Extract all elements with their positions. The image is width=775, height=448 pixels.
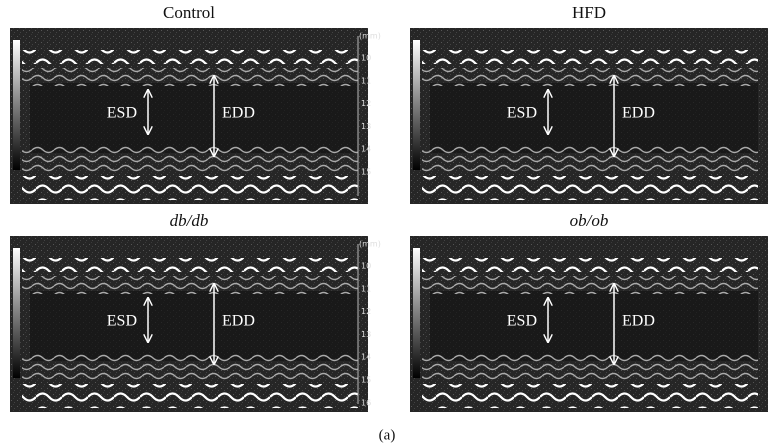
edd-label: EDD xyxy=(622,105,655,122)
scale-tick-label: 15 xyxy=(361,168,371,177)
esd-label: ESD xyxy=(107,313,137,330)
wall-bottom xyxy=(22,384,358,408)
panel-title: Control xyxy=(163,3,215,22)
panel-title: ob/ob xyxy=(570,211,609,230)
scale-tick-label: 13 xyxy=(361,122,371,131)
wall-bottom xyxy=(422,176,758,200)
scale-tick-label: 14 xyxy=(361,145,371,154)
wall-top2 xyxy=(422,276,758,294)
scale-unit: (mm) xyxy=(359,32,381,41)
wall-top xyxy=(22,258,358,272)
esd-label: ESD xyxy=(507,313,537,330)
edd-label: EDD xyxy=(222,105,255,122)
wall-top xyxy=(422,258,758,272)
wall-top2 xyxy=(22,68,358,86)
gray-bar xyxy=(413,248,420,378)
scale-unit: (mm) xyxy=(359,240,381,249)
scale-tick-label: 11 xyxy=(361,284,371,293)
m-mode-image: ESD EDD xyxy=(410,236,768,412)
wall-top2 xyxy=(22,276,358,294)
esd-label: ESD xyxy=(107,105,137,122)
scale-tick-label: 11 xyxy=(361,76,371,85)
scale-tick-label: 12 xyxy=(361,99,371,108)
wall-low xyxy=(422,146,758,173)
dark-cavity xyxy=(430,291,758,361)
dark-cavity xyxy=(30,291,358,361)
scale-tick-label: 10 xyxy=(361,54,371,63)
m-mode-image: ESD EDD xyxy=(410,28,768,204)
m-mode-image: ESD EDD (mm) 10 11 12 13 14 15 16 xyxy=(10,236,381,412)
m-mode-image: ESD EDD (mm) 10 11 12 13 14 15 xyxy=(10,28,381,204)
wall-bottom xyxy=(22,176,358,200)
edd-label: EDD xyxy=(622,313,655,330)
wall-low xyxy=(22,146,358,173)
edd-label: EDD xyxy=(222,313,255,330)
panel-title: HFD xyxy=(572,3,606,22)
scale-tick-label: 15 xyxy=(361,376,371,385)
dark-cavity xyxy=(430,83,758,153)
wall-bottom xyxy=(422,384,758,408)
wall-low xyxy=(422,354,758,381)
scale-tick-label: 16 xyxy=(361,398,371,407)
gray-bar xyxy=(13,40,20,170)
wall-top2 xyxy=(422,68,758,86)
wall-low xyxy=(22,354,358,381)
scale-tick-label: 10 xyxy=(361,262,371,271)
wall-top xyxy=(422,50,758,64)
panel-title: db/db xyxy=(170,211,209,230)
scale-tick-label: 12 xyxy=(361,307,371,316)
esd-label: ESD xyxy=(507,105,537,122)
gray-bar xyxy=(13,248,20,378)
wall-top xyxy=(22,50,358,64)
dark-cavity xyxy=(30,83,358,153)
caption: (a) xyxy=(379,427,396,443)
scale-tick-label: 14 xyxy=(361,353,371,362)
scale-tick-label: 13 xyxy=(361,330,371,339)
gray-bar xyxy=(413,40,420,170)
